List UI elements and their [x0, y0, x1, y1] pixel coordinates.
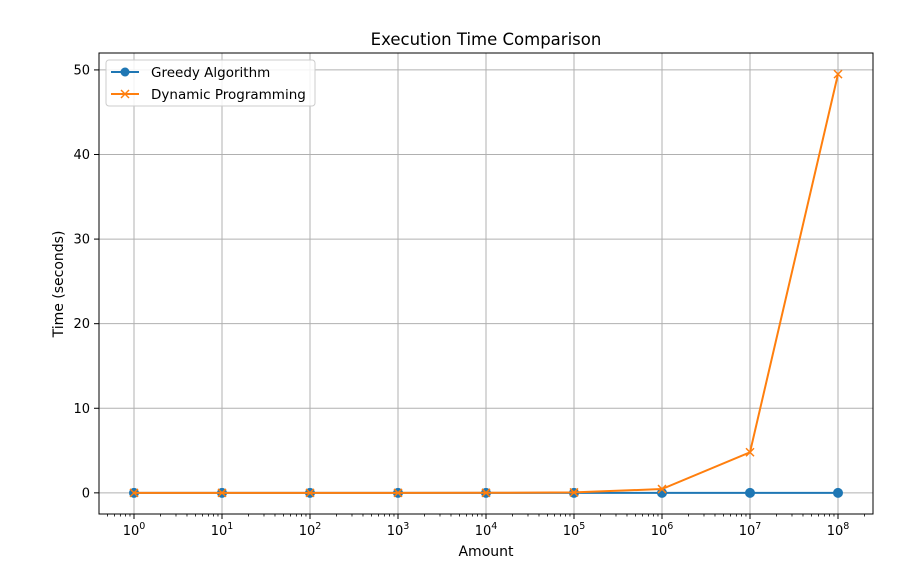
y-axis: 0 10 20 30 40 50 — [73, 63, 99, 501]
y-tick-label: 40 — [73, 148, 90, 163]
series-layer — [129, 69, 843, 498]
x-tick-label: 103 — [387, 521, 410, 539]
data-point — [305, 488, 315, 498]
data-point — [129, 488, 139, 498]
x-tick-label: 102 — [299, 521, 322, 539]
legend-marker — [120, 89, 130, 99]
legend-item-greedy-algorithm: Greedy Algorithm — [111, 65, 270, 81]
data-point — [217, 488, 227, 498]
marker-stroke — [569, 487, 579, 497]
x-tick-label: 105 — [563, 521, 586, 539]
data-point — [833, 69, 843, 79]
y-axis-title: Time (seconds) — [51, 231, 67, 339]
data-point — [745, 447, 755, 457]
x-tick-label: 106 — [651, 521, 674, 539]
y-tick-label: 20 — [73, 317, 90, 332]
chart-title: Execution Time Comparison — [371, 30, 602, 49]
legend-label: Dynamic Programming — [151, 87, 306, 103]
legend-box — [105, 59, 316, 107]
marker-stroke — [120, 89, 130, 99]
series-dynamic-programming — [129, 69, 843, 498]
data-point — [745, 487, 755, 498]
data-point — [833, 487, 843, 498]
marker-stroke — [481, 488, 491, 498]
legend-label: Greedy Algorithm — [151, 65, 270, 81]
data-point — [393, 488, 403, 498]
data-point — [569, 487, 579, 497]
x-axis-title: Amount — [458, 544, 514, 560]
legend-item-dynamic-programming: Dynamic Programming — [111, 87, 306, 103]
legend: Greedy Algorithm Dynamic Programming — [105, 59, 316, 107]
marker-stroke — [217, 488, 227, 498]
x-tick-label: 108 — [827, 521, 850, 539]
marker-stroke — [745, 447, 755, 457]
data-point — [657, 484, 667, 494]
marker-stroke — [393, 488, 403, 498]
data-point — [481, 488, 491, 498]
y-tick-label: 0 — [82, 486, 90, 501]
grid-lines — [99, 53, 873, 514]
marker-stroke — [833, 69, 843, 79]
x-tick-label: 100 — [123, 521, 146, 539]
marker-stroke — [305, 488, 315, 498]
x-tick-label: 101 — [211, 521, 234, 539]
x-axis: 100 101 102 103 104 105 106 107 108 — [107, 514, 865, 539]
y-tick-label: 50 — [73, 63, 90, 78]
marker-stroke — [657, 484, 667, 494]
y-tick-label: 30 — [73, 233, 90, 248]
legend-marker — [120, 67, 130, 77]
y-tick-label: 10 — [73, 402, 90, 417]
marker-stroke — [129, 488, 139, 498]
x-tick-label: 107 — [739, 521, 762, 539]
x-tick-label: 104 — [475, 521, 498, 539]
